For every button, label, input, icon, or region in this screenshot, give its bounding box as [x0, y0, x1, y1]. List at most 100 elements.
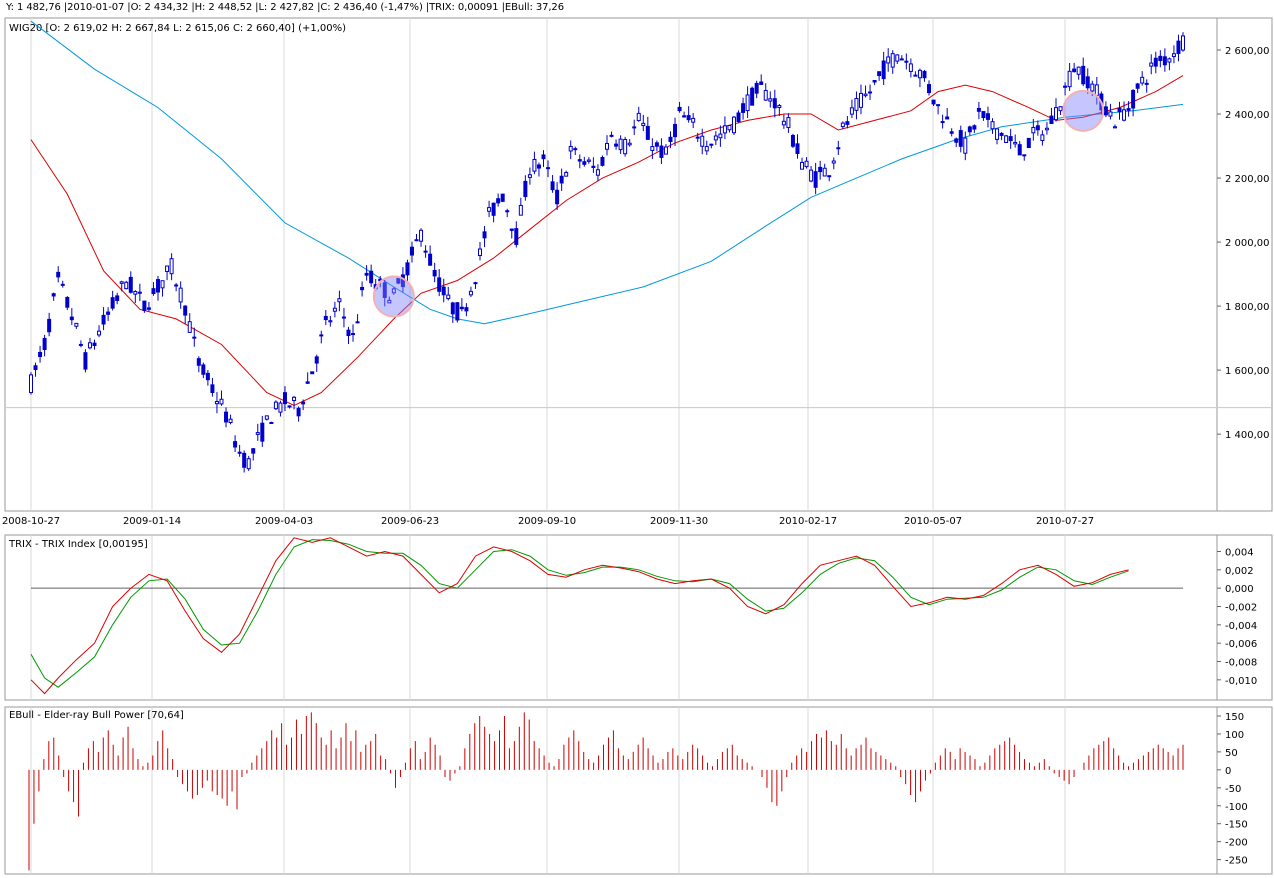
candle-body — [568, 145, 573, 152]
candle-body — [786, 117, 791, 129]
candle-body — [654, 142, 659, 147]
candle-body — [659, 145, 664, 158]
candle-body — [632, 126, 637, 129]
candle-body — [1067, 70, 1072, 88]
candle-body — [210, 384, 215, 394]
candle-body — [695, 136, 700, 139]
candle-body — [110, 297, 115, 309]
candle-body — [1017, 144, 1022, 156]
candle-body — [242, 452, 247, 468]
candle-body — [419, 229, 424, 242]
candle-body — [278, 402, 283, 413]
candle-body — [555, 189, 560, 205]
candle-body — [881, 60, 886, 80]
candle-body — [255, 432, 260, 435]
candle-body — [282, 392, 287, 405]
candle-body — [668, 136, 673, 143]
candle-body — [364, 272, 369, 276]
candle-body — [1022, 154, 1027, 157]
candle-body — [341, 316, 346, 319]
candle-body — [813, 171, 818, 188]
candle-body — [818, 166, 823, 173]
candle-body — [768, 98, 773, 102]
x-tick-label: 2009-09-10 — [518, 516, 576, 527]
candle-body — [128, 276, 133, 293]
candle-body — [101, 314, 106, 325]
candle-body — [92, 342, 97, 346]
candle-body — [958, 130, 963, 147]
candle-body — [500, 193, 505, 202]
candle-body — [478, 248, 483, 257]
candle-body — [877, 71, 882, 77]
candle-body — [455, 302, 460, 321]
candle-body — [709, 143, 714, 146]
candle-body — [527, 174, 532, 178]
candle-body — [165, 265, 170, 272]
candle-body — [360, 286, 365, 291]
candle-body — [927, 84, 932, 94]
candle-body — [314, 356, 319, 364]
candle-body — [496, 198, 501, 204]
ebull-tick-label: -50 — [1225, 784, 1241, 795]
candle-body — [745, 94, 750, 112]
candle-body — [686, 115, 691, 121]
candle-body — [614, 143, 619, 147]
candle-body — [396, 277, 401, 284]
candle-body — [636, 112, 641, 122]
trix-line — [30, 537, 1129, 695]
candle-body — [369, 270, 374, 284]
candle-body — [119, 281, 124, 284]
candle-body — [42, 337, 47, 350]
candle-body — [319, 334, 324, 337]
candle-body — [1140, 76, 1145, 84]
trix-tick-label: -0,006 — [1225, 639, 1257, 650]
candle-body — [1013, 141, 1018, 145]
candle-body — [1040, 134, 1045, 141]
candle-body — [1081, 65, 1086, 85]
candle-body — [405, 262, 410, 276]
candle-body — [759, 81, 764, 85]
candle-body — [133, 291, 138, 295]
candle-body — [187, 321, 192, 333]
candle-body — [201, 364, 206, 375]
candle-body — [1176, 40, 1181, 54]
price-tick-label: 2 000,00 — [1225, 238, 1270, 249]
candle-body — [976, 107, 981, 112]
candle-body — [917, 69, 922, 79]
candle-body — [618, 138, 623, 151]
candle-body — [990, 121, 995, 130]
candle-body — [196, 358, 201, 366]
candle-body — [56, 271, 61, 278]
candle-body — [1004, 135, 1009, 143]
x-tick-label: 2010-05-07 — [904, 516, 962, 527]
candle-body — [409, 246, 414, 256]
candle-body — [564, 172, 569, 177]
candle-body — [849, 107, 854, 115]
candle-body — [831, 160, 836, 164]
candle-body — [224, 411, 229, 423]
candle-body — [532, 158, 537, 172]
candle-body — [246, 458, 251, 470]
trix-tick-label: 0,000 — [1225, 584, 1254, 595]
candle-body — [1149, 62, 1154, 67]
trix-chart-title: TRIX - TRIX Index [0,00195] — [8, 539, 148, 550]
ebull-chart-title: EBull - Elder-ray Bull Power [70,64] — [9, 710, 184, 721]
candle-body — [727, 124, 732, 131]
candle-body — [623, 139, 628, 155]
candle-body — [183, 305, 188, 316]
candle-body — [428, 253, 433, 266]
candle-body — [400, 274, 405, 288]
candle-body — [605, 142, 609, 150]
crossover-highlight — [372, 275, 415, 318]
candle-body — [391, 288, 396, 294]
candle-body — [301, 401, 306, 405]
candle-body — [546, 167, 551, 170]
candle-body — [106, 311, 111, 315]
candle-body — [713, 135, 718, 141]
candle-body — [886, 56, 891, 64]
candle-body — [704, 146, 709, 152]
candle-body — [550, 181, 555, 191]
candle-body — [595, 169, 600, 176]
candle-body — [790, 134, 795, 147]
